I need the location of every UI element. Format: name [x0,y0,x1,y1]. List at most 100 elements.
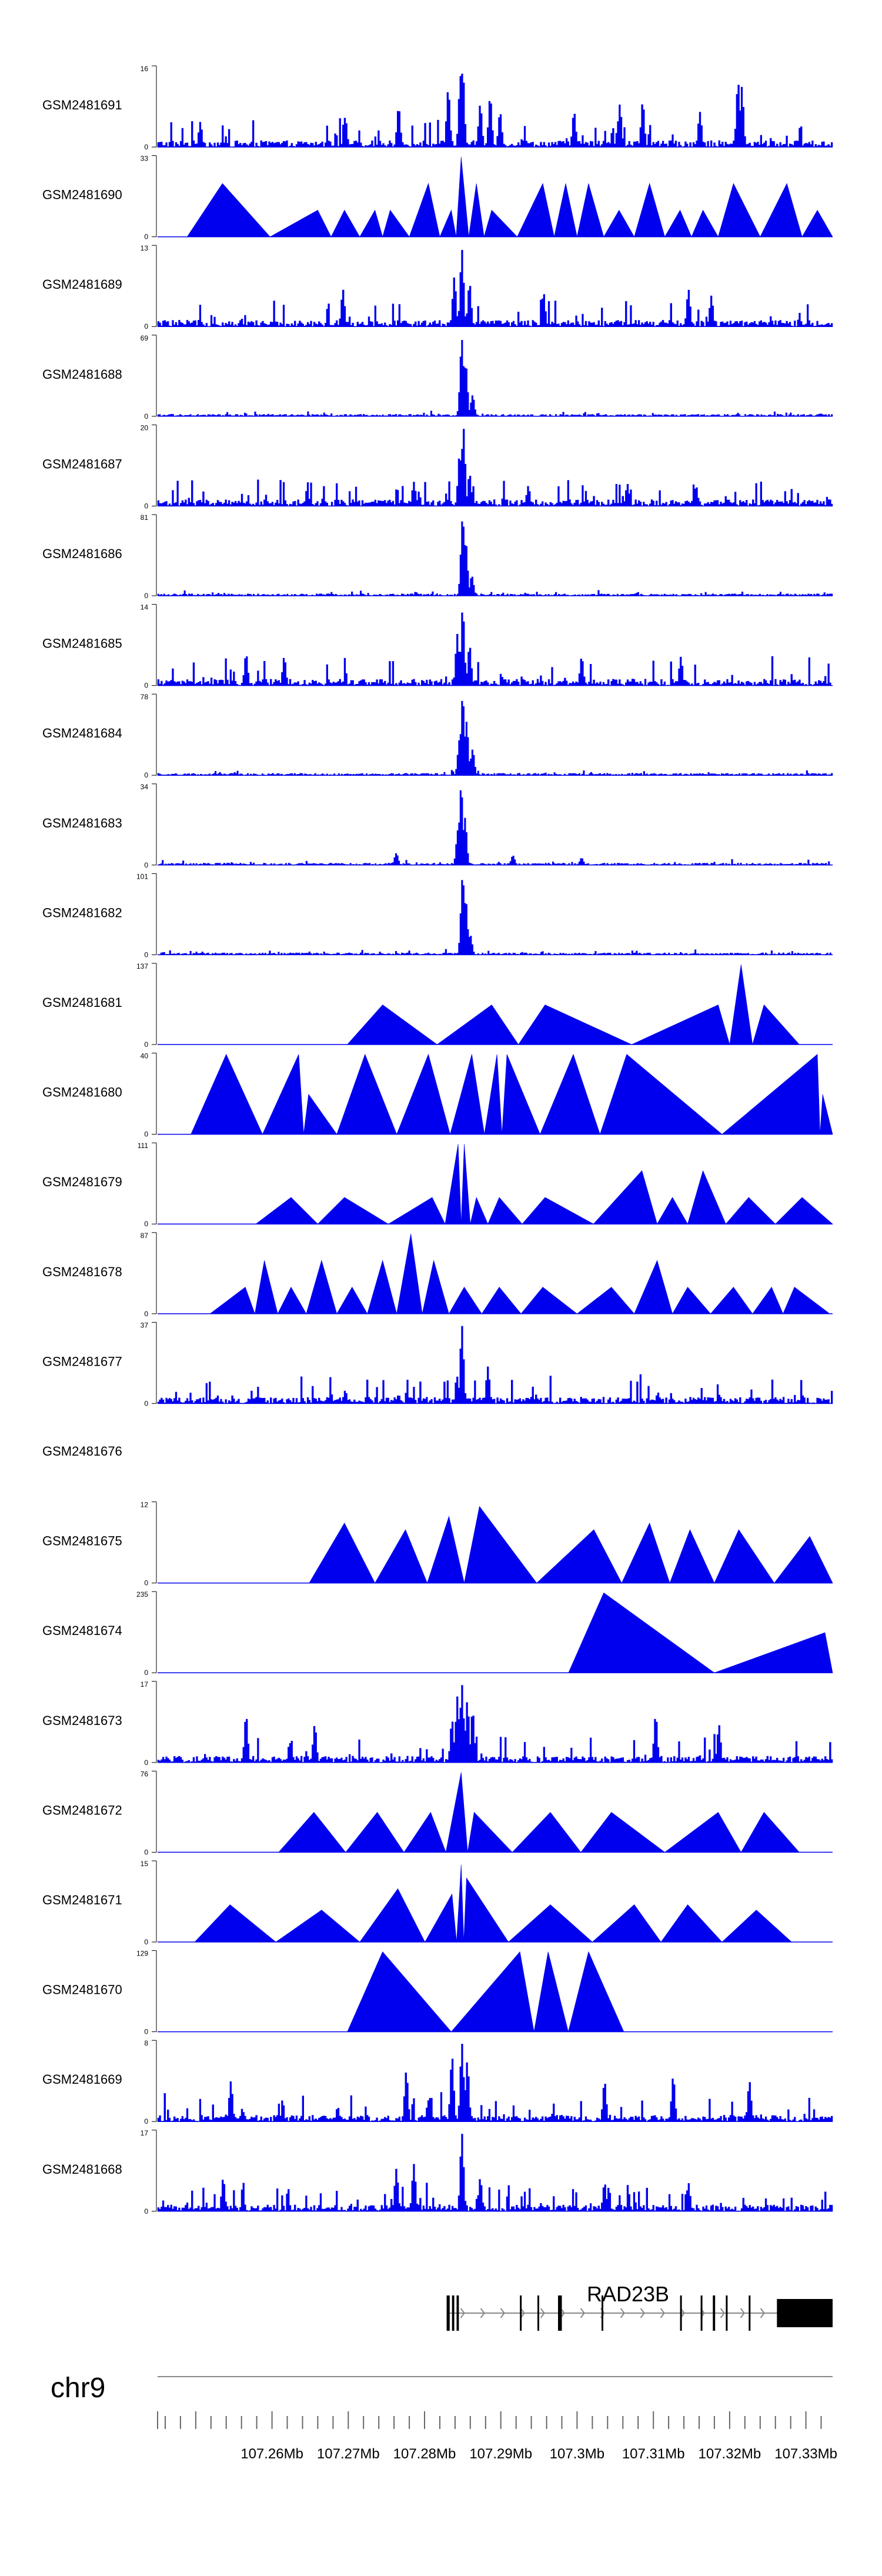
signal-area [157,880,833,955]
signal-area [157,1685,833,1763]
signal-area [255,1144,833,1225]
signal-area [347,964,800,1045]
track-gsm2481686: GSM2481686 81 0 [42,513,833,600]
signal-area [278,1772,800,1853]
y-min-label: 0 [144,1040,148,1049]
ruler-tick-label: 107.26Mb [240,2446,303,2462]
y-max-label: 40 [141,1052,149,1060]
ruler-tick-label: 107.29Mb [469,2446,532,2462]
y-min-label: 0 [144,322,148,331]
y-max-label: 235 [136,1590,148,1599]
track-label: GSM2481669 [42,2072,122,2087]
strand-chevron [720,2308,725,2318]
track-gsm2481675: GSM2481675 12 0 [42,1501,833,1587]
signal-area [157,790,833,866]
track-label: GSM2481670 [42,1983,122,1997]
gene-exon [726,2295,728,2331]
y-max-label: 20 [141,423,149,432]
ruler-tick-label: 107.3Mb [550,2446,604,2462]
signal-area [347,1951,624,2033]
gene-exon [456,2295,459,2331]
y-max-label: 101 [136,872,148,880]
gene-model [446,2295,833,2331]
chromosome-label: chr9 [51,2373,105,2404]
gene-exon [520,2295,522,2331]
track-gsm2481672: GSM2481672 76 0 [42,1770,833,1856]
ruler-ticks [157,2411,822,2429]
y-min-label: 0 [144,1310,148,1318]
strand-chevron [640,2308,645,2318]
y-min-label: 0 [144,1130,148,1139]
y-max-label: 111 [138,1142,149,1150]
y-max-label: 76 [141,1770,149,1778]
signal-area [157,250,833,327]
strand-chevron [520,2308,525,2318]
gene-annotation-track: RAD23B [446,2282,833,2331]
y-max-label: 129 [136,1950,148,1958]
y-min-label: 0 [144,1579,148,1587]
signal-area [157,2134,833,2212]
strand-chevron [680,2308,685,2318]
y-max-label: 69 [141,334,149,342]
gene-exon [680,2295,682,2331]
strand-chevron [620,2308,625,2318]
track-gsm2481685: GSM2481685 14 0 [42,603,833,690]
y-max-label: 78 [141,693,149,701]
y-max-label: 14 [141,603,149,612]
track-label: GSM2481684 [42,726,122,740]
coordinate-ruler: chr9 107.26Mb 107.27Mb 107.28Mb 107.29Mb 107… [51,2373,837,2462]
strand-chevron [460,2308,465,2318]
y-max-label: 137 [136,962,148,970]
track-label: GSM2481677 [42,1354,122,1369]
y-max-label: 34 [141,783,149,791]
ruler-tick-label: 107.27Mb [317,2446,380,2462]
y-min-label: 0 [144,861,148,869]
y-max-label: 17 [141,1680,149,1689]
gene-exon [446,2295,450,2331]
track-gsm2481678: GSM2481678 87 0 [42,1232,833,1318]
track-gsm2481691: GSM2481691 16 0 [42,65,833,151]
signal-area [191,1053,833,1135]
y-min-label: 0 [144,233,148,241]
track-gsm2481690: GSM2481690 33 0 [42,155,833,241]
signal-area [157,700,833,776]
track-gsm2481687: GSM2481687 20 0 [42,423,833,510]
track-gsm2481674: GSM2481674 235 0 [42,1590,833,1677]
track-gsm2481673: GSM2481673 17 0 [42,1680,833,1767]
y-max-label: 87 [141,1232,149,1240]
track-label: GSM2481687 [42,456,122,471]
ruler-tick-label: 107.32Mb [699,2446,761,2462]
gene-exon [452,2295,455,2331]
gene-exon [700,2295,703,2331]
strand-chevron [580,2308,585,2318]
signal-area [157,429,833,506]
track-label: GSM2481671 [42,1893,122,1907]
y-min-label: 0 [144,1848,148,1856]
ruler-tick-labels: 107.26Mb 107.27Mb 107.28Mb 107.29Mb 107.3Mb 1… [240,2446,837,2462]
track-gsm2481670: GSM2481670 129 0 [42,1950,833,2036]
y-max-label: 81 [141,513,149,522]
signal-area [157,612,833,686]
track-gsm2481684: GSM2481684 78 0 [42,693,833,779]
track-label: GSM2481688 [42,367,122,382]
ruler-tick-label: 107.28Mb [393,2446,456,2462]
signal-area [186,156,833,238]
track-label: GSM2481686 [42,546,122,561]
y-min-label: 0 [144,1220,148,1228]
track-label: GSM2481690 [42,188,122,202]
track-label: GSM2481685 [42,636,122,651]
signal-area [194,1864,793,1943]
track-label: GSM2481674 [42,1623,122,1638]
y-min-label: 0 [144,682,148,690]
track-gsm2481671: GSM2481671 15 0 [42,1860,833,1946]
gene-exon [602,2295,603,2331]
y-min-label: 0 [144,950,148,959]
gene-exon [558,2295,562,2331]
y-max-label: 37 [141,1321,149,1329]
track-gsm2481682: GSM2481682 101 0 [42,872,833,959]
track-label: GSM2481680 [42,1085,122,1100]
track-label: GSM2481681 [42,995,122,1010]
track-gsm2481683: GSM2481683 34 0 [42,783,833,869]
y-max-label: 15 [141,1860,149,1868]
